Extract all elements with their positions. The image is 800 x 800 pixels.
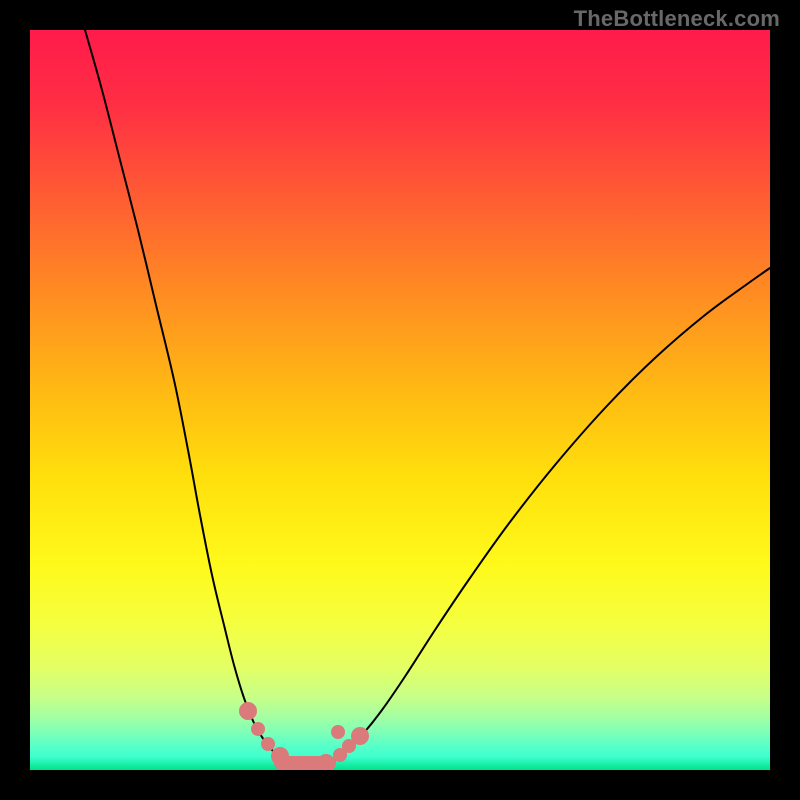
chart-svg (30, 30, 770, 770)
data-marker (261, 737, 275, 751)
watermark-text: TheBottleneck.com (574, 6, 780, 32)
data-marker (251, 722, 265, 736)
chart-frame: TheBottleneck.com (0, 0, 800, 800)
data-marker (289, 756, 303, 770)
gradient-background (30, 30, 770, 770)
plot-area (30, 30, 770, 770)
data-marker (331, 725, 345, 739)
data-marker (239, 702, 257, 720)
data-marker (271, 747, 289, 765)
data-marker (351, 727, 369, 745)
